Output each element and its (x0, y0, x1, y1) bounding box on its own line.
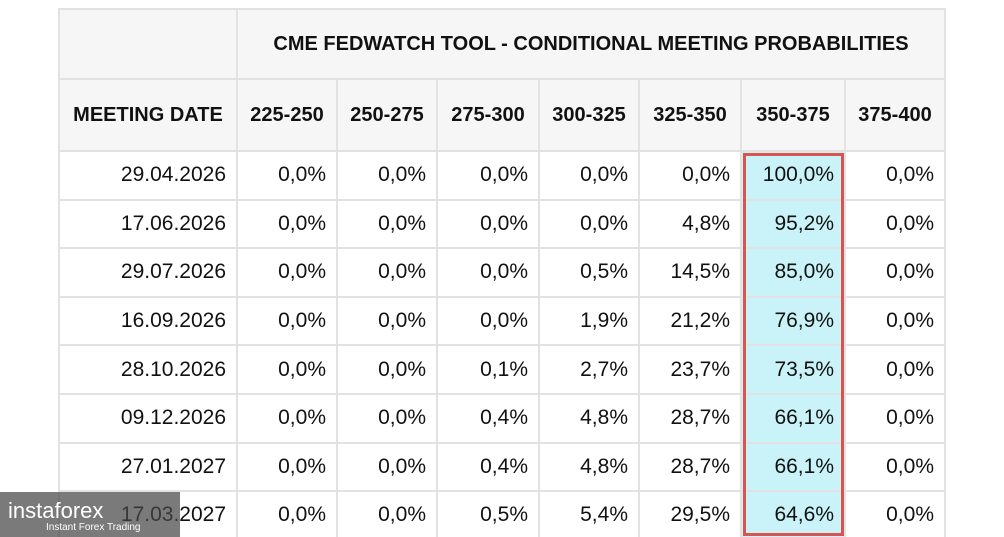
column-header: 325-350 (640, 80, 742, 152)
probability-cell: 95,2% (742, 200, 846, 250)
column-header: 350-375 (742, 80, 846, 152)
probability-cell: 0,0% (338, 443, 438, 493)
probability-cell: 0,0% (846, 443, 946, 493)
probability-cell: 4,8% (540, 443, 640, 493)
column-header: 375-400 (846, 80, 946, 152)
column-header: MEETING DATE (58, 80, 238, 152)
probability-cell: 0,0% (540, 200, 640, 250)
probability-cell: 0,0% (438, 297, 540, 347)
highlight-frame (743, 153, 844, 536)
meeting-date: 09.12.2026 (58, 395, 238, 444)
probability-cell: 0,0% (238, 152, 338, 201)
probability-cell: 0,0% (640, 152, 742, 201)
probability-cell: 2,7% (540, 346, 640, 395)
watermark-brand: instaforex (8, 498, 104, 523)
probability-cell: 0,0% (338, 395, 438, 444)
column-header: 300-325 (540, 80, 640, 152)
probability-cell: 29,5% (640, 492, 742, 537)
probability-cell: 76,9% (742, 297, 846, 347)
probability-cell: 0,0% (238, 249, 338, 298)
probability-cell: 0,0% (338, 346, 438, 395)
probability-cell: 4,8% (640, 200, 742, 250)
column-header: 225-250 (238, 80, 338, 152)
probability-cell: 0,0% (338, 492, 438, 537)
probability-cell: 1,9% (540, 297, 640, 347)
probability-cell: 0,1% (438, 346, 540, 395)
probability-cell: 0,4% (438, 395, 540, 444)
probability-cell: 0,0% (540, 152, 640, 201)
meeting-date: 29.07.2026 (58, 249, 238, 298)
probability-cell: 0,0% (238, 443, 338, 493)
probability-cell: 0,0% (238, 395, 338, 444)
probability-cell: 66,1% (742, 395, 846, 444)
table-title: CME FEDWATCH TOOL - CONDITIONAL MEETING … (238, 8, 946, 80)
column-header: 250-275 (338, 80, 438, 152)
probability-cell: 14,5% (640, 249, 742, 298)
probability-cell: 0,0% (846, 200, 946, 250)
probability-cell: 0,0% (846, 492, 946, 537)
probability-cell: 21,2% (640, 297, 742, 347)
probability-cell: 4,8% (540, 395, 640, 444)
probability-cell: 23,7% (640, 346, 742, 395)
probability-cell: 0,0% (238, 346, 338, 395)
probability-cell: 0,5% (540, 249, 640, 298)
probability-cell: 0,0% (438, 249, 540, 298)
probability-cell: 0,0% (846, 297, 946, 347)
probability-cell: 5,4% (540, 492, 640, 537)
probability-cell: 0,0% (238, 492, 338, 537)
probability-cell: 64,6% (742, 492, 846, 537)
probability-cell: 73,5% (742, 346, 846, 395)
probability-cell: 28,7% (640, 443, 742, 493)
probability-cell: 85,0% (742, 249, 846, 298)
probability-cell: 28,7% (640, 395, 742, 444)
meeting-date: 17.06.2026 (58, 200, 238, 250)
probability-cell: 66,1% (742, 443, 846, 493)
probability-cell: 0,0% (338, 200, 438, 250)
probability-cell: 0,0% (438, 152, 540, 201)
probability-cell: 0,5% (438, 492, 540, 537)
probability-cell: 0,0% (846, 249, 946, 298)
probability-cell: 100,0% (742, 152, 846, 201)
meeting-date: 28.10.2026 (58, 346, 238, 395)
watermark-tagline: Instant Forex Trading (46, 522, 141, 533)
probability-cell: 0,0% (846, 152, 946, 201)
probability-cell: 0,0% (238, 200, 338, 250)
probability-cell: 0,0% (338, 152, 438, 201)
probability-cell: 0,0% (338, 249, 438, 298)
probability-cell: 0,0% (338, 297, 438, 347)
probability-cell: 0,0% (238, 297, 338, 347)
corner-cell (58, 8, 238, 80)
meeting-date: 16.09.2026 (58, 297, 238, 347)
meeting-date: 29.04.2026 (58, 152, 238, 201)
probability-cell: 0,4% (438, 443, 540, 493)
probability-cell: 0,0% (846, 346, 946, 395)
watermark: instaforex Instant Forex Trading (0, 492, 180, 537)
probability-cell: 0,0% (438, 200, 540, 250)
column-header: 275-300 (438, 80, 540, 152)
meeting-date: 27.01.2027 (58, 443, 238, 493)
probability-cell: 0,0% (846, 395, 946, 444)
